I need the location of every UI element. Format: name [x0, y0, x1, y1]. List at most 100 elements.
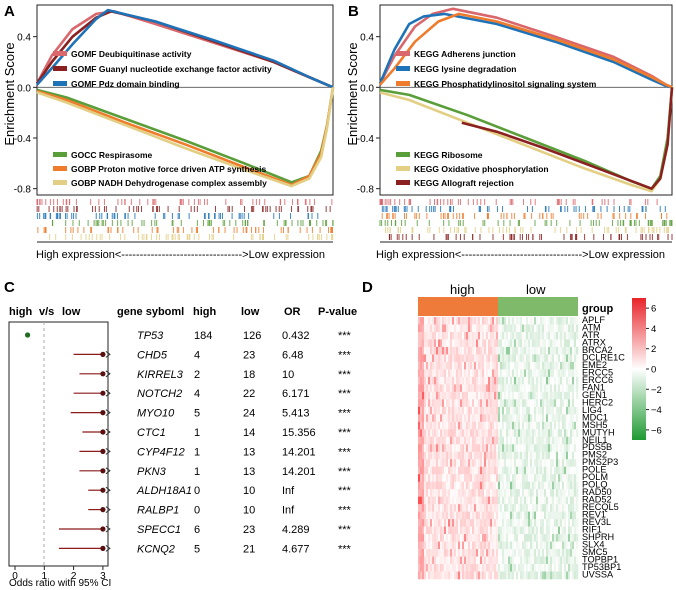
heatmap-cell — [506, 384, 509, 393]
heatmap-cell — [576, 361, 579, 370]
heatmap-cell — [556, 406, 559, 415]
panel-c-header-low: low — [62, 306, 81, 318]
heatmap-cell — [482, 421, 485, 430]
heatmap-cell — [566, 496, 569, 505]
x-tick-label: 1 — [42, 571, 48, 582]
heatmap-cell — [546, 444, 549, 453]
heatmap-cell — [488, 384, 491, 393]
heatmap-cell — [524, 399, 527, 408]
heatmap-cell — [544, 384, 547, 393]
heatmap-cell — [528, 474, 531, 482]
heatmap-cell — [530, 346, 533, 355]
heatmap-cell — [478, 451, 481, 460]
heatmap-cell — [468, 324, 471, 333]
colorbar — [632, 298, 646, 440]
heatmap-cell — [550, 571, 553, 580]
heatmap-cell — [546, 429, 549, 438]
legend-label: KEGG Ribosome — [414, 150, 483, 160]
heatmap-cell — [546, 384, 549, 393]
heatmap-cell — [488, 504, 491, 512]
heatmap-cell — [460, 466, 463, 475]
heatmap-cell — [522, 571, 525, 580]
heatmap-cell — [502, 496, 505, 505]
heatmap-cell — [540, 421, 543, 430]
heatmap-cell — [534, 361, 537, 370]
heatmap-cell — [454, 474, 457, 482]
heatmap-cell — [434, 414, 437, 423]
heatmap-cell — [478, 564, 481, 572]
heatmap-cell — [480, 496, 483, 505]
heatmap-cell — [516, 436, 519, 445]
heatmap-cell — [422, 556, 425, 565]
heatmap-cell — [526, 324, 529, 333]
heatmap-cell — [530, 384, 533, 393]
heatmap-cell — [516, 406, 519, 415]
heatmap-cell — [470, 459, 473, 468]
heatmap-cell — [480, 474, 483, 482]
heatmap-cell — [500, 526, 503, 535]
heatmap-cell — [482, 534, 485, 542]
heatmap-cell — [444, 571, 447, 580]
heatmap-cell — [556, 451, 559, 460]
heatmap-cell — [536, 564, 539, 572]
heatmap-cell — [472, 526, 475, 535]
heatmap-cell — [558, 466, 561, 475]
heatmap-cell — [514, 571, 517, 580]
heatmap-cell — [422, 331, 425, 340]
heatmap-cell — [460, 436, 463, 445]
heatmap-cell — [524, 541, 527, 550]
heatmap-cell — [548, 466, 551, 475]
heatmap-cell — [482, 331, 485, 340]
heatmap-cell — [546, 406, 549, 415]
heatmap-cell — [466, 564, 469, 572]
heatmap-cell — [560, 571, 563, 580]
heatmap-cell — [488, 331, 491, 340]
heatmap-cell — [548, 526, 551, 535]
heatmap-cell — [512, 534, 515, 542]
heatmap-cell — [430, 549, 433, 557]
heatmap-cell — [564, 339, 567, 348]
heatmap-cell — [474, 496, 477, 505]
heatmap-cell — [456, 571, 459, 580]
heatmap-cell — [526, 376, 529, 385]
heatmap-cell — [530, 406, 533, 415]
heatmap-cell — [474, 526, 477, 535]
heatmap-cell — [448, 489, 451, 497]
heatmap-cell — [438, 399, 441, 408]
heatmap-cell — [484, 331, 487, 340]
heatmap-cell — [518, 541, 521, 550]
heatmap-cell — [470, 571, 473, 580]
heatmap-cell — [556, 474, 559, 482]
heatmap-cell — [576, 489, 579, 497]
heatmap-cell — [422, 317, 425, 325]
heatmap-cell — [484, 376, 487, 385]
heatmap-cell — [458, 354, 461, 363]
heatmap-cell — [452, 399, 455, 408]
heatmap-cell — [568, 354, 571, 363]
heatmap-cell — [476, 399, 479, 408]
heatmap-cell — [450, 354, 453, 363]
heatmap-cell — [432, 399, 435, 408]
heatmap-cell — [484, 549, 487, 557]
heatmap-cell — [532, 339, 535, 348]
heatmap-cell — [552, 571, 555, 580]
heatmap-cell — [530, 511, 533, 520]
odds-ratio: 0.432 — [282, 330, 310, 342]
heatmap-cell — [554, 481, 557, 490]
row-label: POLM — [582, 472, 608, 482]
heatmap-cell — [560, 317, 563, 325]
heatmap-cell — [430, 406, 433, 415]
heatmap-cell — [434, 534, 437, 542]
heatmap-cell — [442, 451, 445, 460]
heatmap-cell — [422, 354, 425, 363]
heatmap-cell — [518, 489, 521, 497]
heatmap-cell — [434, 346, 437, 355]
heatmap-cell — [512, 549, 515, 557]
heatmap-cell — [566, 317, 569, 325]
row-label: ATR — [582, 330, 600, 340]
heatmap-cell — [420, 519, 423, 527]
heatmap-cell — [504, 489, 507, 497]
heatmap-cell — [514, 474, 517, 482]
heatmap-cell — [556, 504, 559, 512]
heatmap-cell — [480, 369, 483, 378]
